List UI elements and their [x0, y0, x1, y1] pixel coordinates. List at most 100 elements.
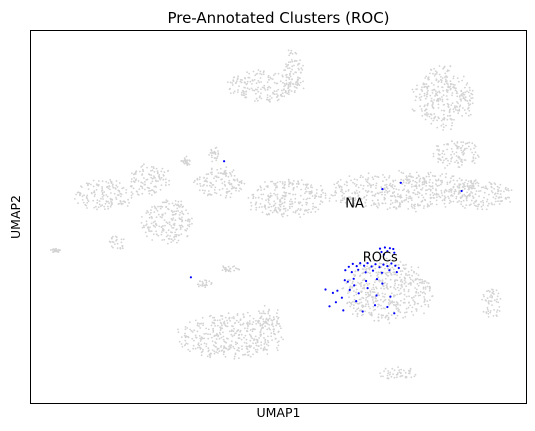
cell-point: [182, 213, 185, 216]
cell-point: [233, 327, 235, 330]
cell-point: [402, 172, 405, 175]
cell-point: [398, 369, 400, 371]
cell-point: [154, 177, 157, 179]
cell-point: [385, 178, 388, 181]
cell-point: [179, 226, 182, 229]
cell-point: [355, 185, 357, 187]
cell-point: [312, 208, 314, 210]
cell-point: [389, 271, 391, 274]
cell-point: [153, 191, 156, 194]
cell-point: [372, 291, 375, 294]
cell-point: [96, 202, 99, 204]
cell-point: [321, 201, 324, 204]
cell-point: [367, 172, 370, 175]
cell-point: [420, 188, 422, 191]
roc-cell-point: [390, 262, 393, 265]
cell-point: [426, 88, 429, 90]
cell-point: [92, 179, 95, 182]
roc-cell-point: [393, 251, 396, 254]
cell-point: [101, 186, 103, 188]
cell-point: [365, 180, 368, 183]
cell-point: [208, 154, 211, 156]
cell-point: [307, 208, 310, 211]
cell-point: [366, 178, 369, 181]
cell-point: [188, 225, 191, 228]
cell-point: [251, 89, 254, 91]
cell-point: [389, 278, 392, 281]
cell-point: [222, 266, 225, 269]
cell-point: [170, 225, 173, 227]
cell-point: [370, 186, 372, 189]
cell-point: [508, 196, 510, 199]
cell-point: [393, 185, 396, 188]
cell-point: [459, 158, 461, 160]
cell-point: [373, 260, 376, 262]
cell-point: [211, 160, 214, 163]
cell-point: [276, 196, 279, 198]
cell-point: [442, 67, 444, 70]
cell-point: [376, 299, 379, 302]
cell-point: [405, 272, 407, 275]
cell-point: [454, 161, 456, 164]
cell-point: [453, 183, 456, 186]
cell-point: [382, 174, 384, 176]
cell-point: [490, 202, 493, 205]
cell-point: [399, 261, 402, 263]
cell-point: [249, 329, 252, 331]
cell-point: [402, 301, 405, 304]
cell-point: [435, 183, 437, 186]
cell-point: [423, 282, 425, 285]
cell-point: [222, 353, 225, 356]
cell-point: [299, 194, 302, 197]
cell-point: [267, 195, 270, 198]
cell-point: [353, 191, 356, 194]
cell-point: [364, 305, 367, 308]
background-cluster: [379, 366, 417, 380]
cell-point: [364, 266, 366, 269]
cell-point: [240, 182, 243, 185]
cell-point: [442, 89, 445, 92]
cell-point: [439, 183, 442, 186]
cell-point: [405, 190, 408, 193]
cell-point: [125, 191, 127, 194]
cell-point: [187, 212, 189, 215]
cell-point: [353, 304, 355, 307]
cell-point: [486, 308, 489, 311]
cell-point: [265, 318, 268, 321]
cell-point: [367, 177, 370, 179]
cell-point: [156, 209, 159, 212]
cell-point: [243, 182, 246, 185]
cell-point: [224, 355, 227, 358]
cell-point: [353, 298, 356, 301]
cell-point: [262, 320, 265, 323]
cell-point: [479, 190, 482, 192]
cell-point: [470, 180, 472, 183]
cell-point: [470, 191, 472, 193]
cell-point: [279, 205, 282, 208]
cell-point: [437, 85, 439, 88]
cell-point: [215, 157, 218, 160]
cell-point: [458, 80, 460, 83]
cell-point: [408, 372, 411, 375]
cell-point: [354, 198, 357, 201]
cell-point: [392, 303, 395, 306]
cell-point: [378, 204, 380, 206]
cell-point: [369, 290, 371, 292]
cell-point: [57, 251, 60, 254]
cell-point: [387, 377, 390, 380]
cell-point: [213, 152, 215, 155]
cell-point: [294, 201, 296, 204]
roc-cell-point: [386, 305, 389, 309]
cell-point: [396, 302, 399, 304]
cell-point: [455, 90, 458, 93]
cell-point: [468, 204, 471, 207]
cell-point: [165, 181, 167, 184]
cell-point: [260, 344, 263, 346]
cell-point: [231, 335, 234, 338]
cell-point: [248, 333, 251, 336]
cell-point: [110, 201, 113, 204]
cell-point: [443, 103, 445, 106]
cell-point: [307, 187, 309, 190]
cell-point: [291, 200, 293, 203]
cell-point: [246, 351, 249, 354]
